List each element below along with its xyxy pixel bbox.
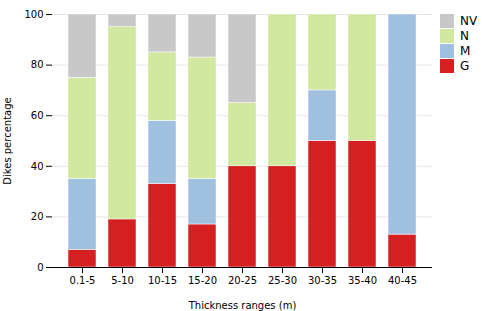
svg-text:5-10: 5-10 — [111, 275, 134, 286]
svg-text:Thickness ranges (m): Thickness ranges (m) — [188, 300, 297, 311]
svg-text:30-35: 30-35 — [308, 275, 337, 286]
svg-text:20-25: 20-25 — [228, 275, 257, 286]
svg-text:100: 100 — [24, 9, 43, 20]
svg-text:60: 60 — [31, 110, 44, 121]
svg-text:10-15: 10-15 — [148, 275, 177, 286]
svg-text:40: 40 — [31, 161, 44, 172]
html-text:M: M — [460, 44, 471, 58]
svg-text:0.1-5: 0.1-5 — [70, 275, 96, 286]
svg-text:40-45: 40-45 — [388, 275, 417, 286]
html-text:G: G — [460, 59, 470, 73]
svg-text:25-30: 25-30 — [268, 275, 297, 286]
svg-text:Dikes percentage: Dikes percentage — [2, 97, 13, 184]
html-text:NV: NV — [460, 14, 478, 28]
svg-text:35-40: 35-40 — [348, 275, 377, 286]
svg-text:80: 80 — [31, 59, 44, 70]
svg-text:20: 20 — [31, 211, 44, 222]
svg-text:15-20: 15-20 — [188, 275, 217, 286]
html-text:N: N — [460, 29, 469, 43]
svg-text:0: 0 — [37, 262, 43, 273]
